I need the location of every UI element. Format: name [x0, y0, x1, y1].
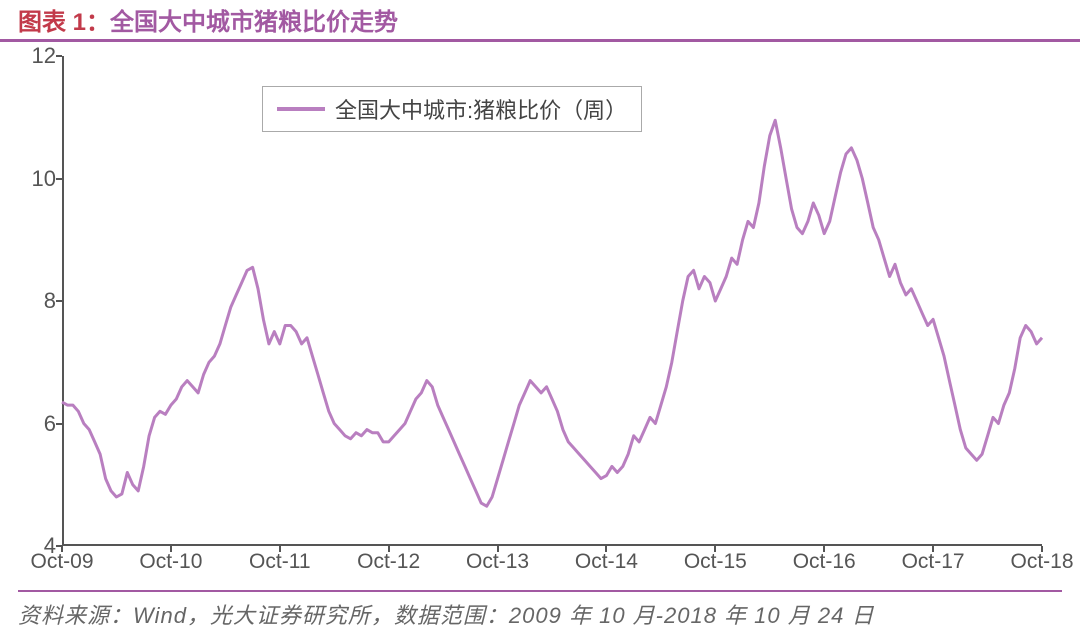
x-tick-label: Oct-11 [249, 550, 310, 574]
plot-area: 4681012 Oct-09Oct-10Oct-11Oct-12Oct-13Oc… [62, 56, 1042, 546]
title-prefix: 图表 1： [18, 2, 110, 37]
x-tick-mark [279, 546, 281, 552]
x-tick-mark [497, 546, 499, 552]
chart-container: 图表 1： 全国大中城市猪粮比价走势 4681012 Oct-09Oct-10O… [0, 0, 1080, 642]
x-tick-mark [1041, 546, 1043, 552]
x-tick-mark [605, 546, 607, 552]
y-tick-label: 8 [44, 288, 56, 314]
x-tick-mark [388, 546, 390, 552]
chart-title-row: 图表 1： 全国大中城市猪粮比价走势 [0, 0, 1080, 42]
x-tick-label: Oct-12 [357, 550, 420, 574]
x-tick-label: Oct-15 [684, 550, 747, 574]
x-tick-label: Oct-18 [1010, 550, 1073, 574]
x-tick-mark [61, 546, 63, 552]
y-tick-label: 6 [44, 411, 56, 437]
x-tick-label: Oct-16 [793, 550, 856, 574]
title-text: 全国大中城市猪粮比价走势 [110, 2, 398, 37]
x-tick-label: Oct-13 [466, 550, 529, 574]
x-tick-mark [932, 546, 934, 552]
x-tick-mark [170, 546, 172, 552]
y-tick-label: 12 [32, 43, 56, 69]
x-tick-mark [714, 546, 716, 552]
x-tick-mark [823, 546, 825, 552]
x-tick-label: Oct-14 [575, 550, 638, 574]
x-tick-label: Oct-17 [902, 550, 965, 574]
x-tick-label: Oct-10 [139, 550, 202, 574]
x-tick-label: Oct-09 [30, 550, 93, 574]
series-path [62, 120, 1042, 506]
source-text: 资料来源：Wind，光大证券研究所，数据范围：2009 年 10 月-2018 … [18, 603, 874, 628]
line-series [62, 56, 1042, 546]
source-row: 资料来源：Wind，光大证券研究所，数据范围：2009 年 10 月-2018 … [18, 590, 1062, 630]
y-tick-label: 10 [32, 166, 56, 192]
